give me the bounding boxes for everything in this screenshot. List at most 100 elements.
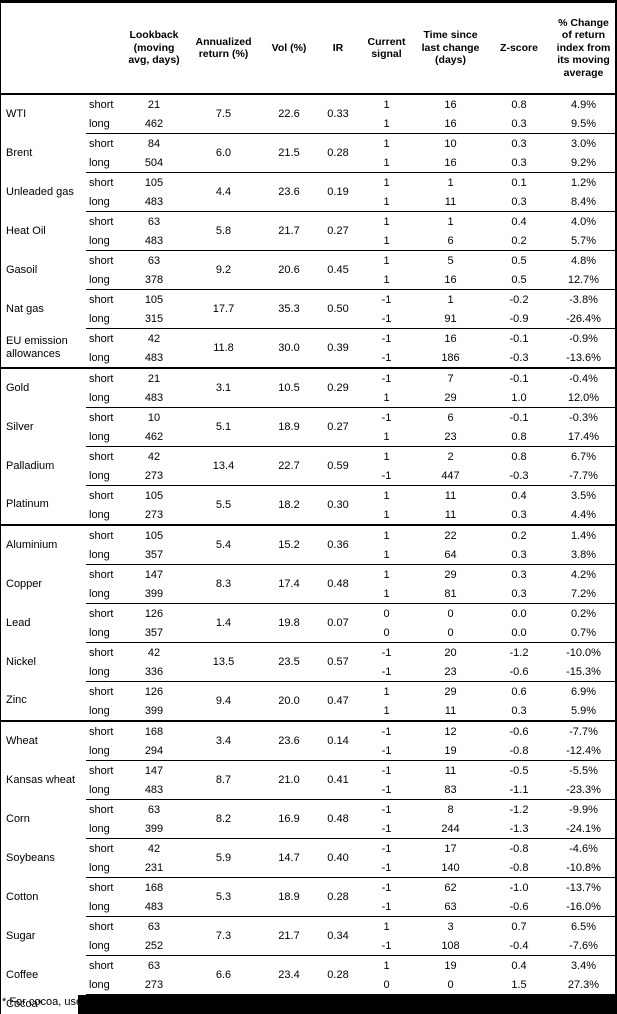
zscore-value: 0.8 bbox=[511, 430, 527, 443]
vol-value: 18.9 bbox=[260, 407, 318, 447]
pct-change-value: -26.4% bbox=[566, 312, 601, 325]
time-since-value: 186 bbox=[441, 351, 460, 364]
vol-value: 21.7 bbox=[260, 916, 318, 956]
commodity-block: Coffee short 63 6.6 23.4 0.28 1 19 0.4 3… bbox=[1, 955, 615, 995]
pct-change-value: 3.5% bbox=[552, 485, 615, 505]
horizon-label-long: long bbox=[89, 783, 110, 796]
pct-change-value: -15.3% bbox=[566, 665, 601, 678]
vol-value: 17.4 bbox=[260, 564, 318, 604]
annualized-return-value: 6.6 bbox=[187, 955, 260, 995]
lookback-value: 483 bbox=[144, 234, 164, 247]
table-row-long: long 462 1 16 0.3 9.5% bbox=[1, 114, 615, 134]
annualized-return-value: 4.4 bbox=[187, 172, 260, 212]
lookback-value: 42 bbox=[121, 642, 187, 662]
horizon-label-short: short bbox=[86, 133, 121, 153]
zscore-value: -0.9 bbox=[509, 312, 529, 325]
horizon-label-long: long bbox=[89, 744, 110, 757]
table-row-short: Heat Oil short 63 5.8 21.7 0.27 1 1 0.4 … bbox=[1, 211, 615, 251]
pct-change-value: 4.0% bbox=[552, 211, 615, 231]
ir-value: 0.59 bbox=[318, 446, 358, 486]
commodity-block: Soybeans short 42 5.9 14.7 0.40 -1 17 -0… bbox=[1, 838, 615, 878]
signal-value: 0 bbox=[383, 626, 390, 639]
zscore-value: -1.1 bbox=[509, 783, 529, 796]
pct-change-value: 0.7% bbox=[570, 626, 597, 639]
time-since-value: 6 bbox=[447, 234, 454, 247]
commodity-block: EU emission allowances short 42 11.8 30.… bbox=[1, 328, 615, 368]
commodity-name: Zinc bbox=[6, 694, 27, 707]
signal-value: -1 bbox=[358, 289, 415, 309]
pct-change-value: 4.8% bbox=[552, 250, 615, 270]
lookback-value: 462 bbox=[144, 117, 164, 130]
pct-change-value: 7.2% bbox=[570, 587, 597, 600]
horizon-label-short: short bbox=[86, 877, 121, 897]
lookback-value: 273 bbox=[144, 469, 164, 482]
signal-value: 1 bbox=[358, 955, 415, 975]
pct-change-value: -7.7% bbox=[569, 469, 598, 482]
annualized-return-value: 7.5 bbox=[187, 93, 260, 134]
vol-value: 22.7 bbox=[260, 446, 318, 486]
horizon-label-long: long bbox=[89, 822, 110, 835]
signal-value: -1 bbox=[381, 469, 392, 482]
table-row-long: long 273 1 11 0.3 4.4% bbox=[1, 505, 615, 525]
commodity-name: Brent bbox=[6, 146, 33, 159]
table-row-short: Platinum short 105 5.5 18.2 0.30 1 11 0.… bbox=[1, 485, 615, 525]
table-row-short: EU emission allowances short 42 11.8 30.… bbox=[1, 328, 615, 368]
vol-value: 15.2 bbox=[260, 524, 318, 565]
vol-value: 20.6 bbox=[260, 250, 318, 290]
zscore-value: -0.5 bbox=[486, 760, 552, 780]
table-row-long: long 504 1 16 0.3 9.2% bbox=[1, 153, 615, 173]
signal-value: 1 bbox=[383, 234, 390, 247]
lookback-value: 147 bbox=[121, 564, 187, 584]
pct-change-value: 6.9% bbox=[552, 681, 615, 701]
vol-value: 21.5 bbox=[260, 133, 318, 173]
signal-value: 1 bbox=[358, 133, 415, 153]
pct-change-value: 27.3% bbox=[567, 978, 600, 991]
lookback-value: 63 bbox=[121, 799, 187, 819]
signal-value: -1 bbox=[381, 312, 392, 325]
zscore-value: -1.2 bbox=[486, 642, 552, 662]
lookback-value: 315 bbox=[144, 312, 164, 325]
table-row-short: Palladium short 42 13.4 22.7 0.59 1 2 0.… bbox=[1, 446, 615, 486]
lookback-value: 462 bbox=[144, 430, 164, 443]
horizon-label-long: long bbox=[89, 195, 110, 208]
commodity-block: Sugar short 63 7.3 21.7 0.34 1 3 0.7 6.5… bbox=[1, 916, 615, 956]
time-since-value: 108 bbox=[441, 939, 460, 952]
horizon-label-long: long bbox=[89, 704, 110, 717]
vol-value: 23.6 bbox=[260, 720, 318, 761]
annualized-return-value: 6.0 bbox=[187, 133, 260, 173]
ir-value: 0.07 bbox=[318, 603, 358, 643]
vol-value: 23.6 bbox=[260, 172, 318, 212]
annualized-return-value: 8.7 bbox=[187, 760, 260, 800]
signal-value: 1 bbox=[383, 117, 390, 130]
horizon-label-long: long bbox=[89, 548, 110, 561]
table-row-short: WTI short 21 7.5 22.6 0.33 1 16 0.8 4.9% bbox=[1, 93, 615, 134]
annualized-return-value: 8.3 bbox=[187, 564, 260, 604]
lookback-value: 168 bbox=[121, 720, 187, 741]
horizon-label-long: long bbox=[89, 351, 110, 364]
col-header-pct-change: % Change of return index from its moving… bbox=[552, 3, 615, 95]
vol-value: 18.9 bbox=[260, 877, 318, 917]
commodity-block: Nat gas short 105 17.7 35.3 0.50 -1 1 -0… bbox=[1, 289, 615, 329]
zscore-value: -0.8 bbox=[486, 838, 552, 858]
commodity-name: Palladium bbox=[6, 459, 55, 472]
vol-value: 18.2 bbox=[260, 485, 318, 525]
vol-value: 14.7 bbox=[260, 838, 318, 878]
lookback-value: 336 bbox=[144, 665, 164, 678]
zscore-value: 0.8 bbox=[486, 446, 552, 466]
table-row-long: long 357 1 64 0.3 3.8% bbox=[1, 545, 615, 565]
time-since-value: 140 bbox=[441, 861, 460, 874]
pct-change-value: 5.7% bbox=[570, 234, 597, 247]
pct-change-value: 17.4% bbox=[567, 430, 600, 443]
signal-value: 1 bbox=[358, 250, 415, 270]
time-since-value: 244 bbox=[441, 822, 460, 835]
time-since-value: 19 bbox=[444, 744, 457, 757]
zscore-value: 0.3 bbox=[511, 195, 527, 208]
signal-value: 1 bbox=[358, 524, 415, 545]
zscore-value: 0.3 bbox=[511, 117, 527, 130]
table-row-short: Brent short 84 6.0 21.5 0.28 1 10 0.3 3.… bbox=[1, 133, 615, 173]
time-since-value: 29 bbox=[415, 564, 486, 584]
signal-value: 1 bbox=[358, 916, 415, 936]
horizon-label-short: short bbox=[86, 485, 121, 505]
commodity-block: Lead short 126 1.4 19.8 0.07 0 0 0.0 0.2… bbox=[1, 603, 615, 643]
